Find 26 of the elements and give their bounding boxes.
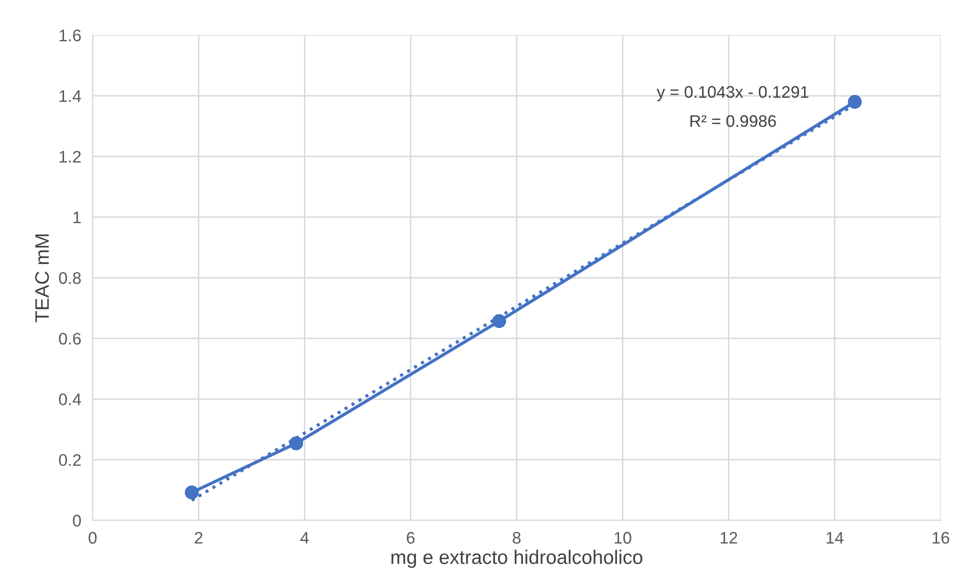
x-tick-label: 2 [194, 532, 202, 544]
y-tick-label: 1 [74, 212, 81, 224]
y-tick-label: 0 [72, 514, 81, 527]
point [289, 436, 304, 450]
x-tick-label: 14 [826, 532, 844, 544]
annotation: y = 0.1043x - 0.1291 [656, 86, 808, 102]
point [184, 486, 199, 500]
x-axis-title: mg e extracto hidroalcoholico [392, 550, 642, 568]
x-tick-label: 10 [614, 532, 632, 544]
x-tick-label: 8 [512, 532, 521, 544]
y-tick-label: 0.8 [59, 272, 81, 284]
y-tick-label: 0.6 [59, 332, 81, 345]
x-tick-label: 16 [932, 532, 950, 544]
annotation: R² = 0.9986 [690, 115, 776, 127]
point [848, 94, 862, 109]
x-tick-label: 12 [720, 532, 738, 544]
point [492, 314, 506, 328]
x-tick-label: 6 [406, 532, 415, 544]
y-axis-title: TEAC mM [35, 234, 49, 322]
x-tick-label: 0 [88, 532, 97, 544]
y-tick-label: 1.2 [60, 150, 81, 162]
x-tick-label: 4 [300, 532, 309, 544]
y-tick-label: 0.2 [59, 454, 81, 466]
y-tick-label: 1.4 [60, 90, 82, 102]
y-tick-label: 0.4 [59, 393, 82, 406]
y-tick-label: 1.6 [60, 30, 81, 42]
